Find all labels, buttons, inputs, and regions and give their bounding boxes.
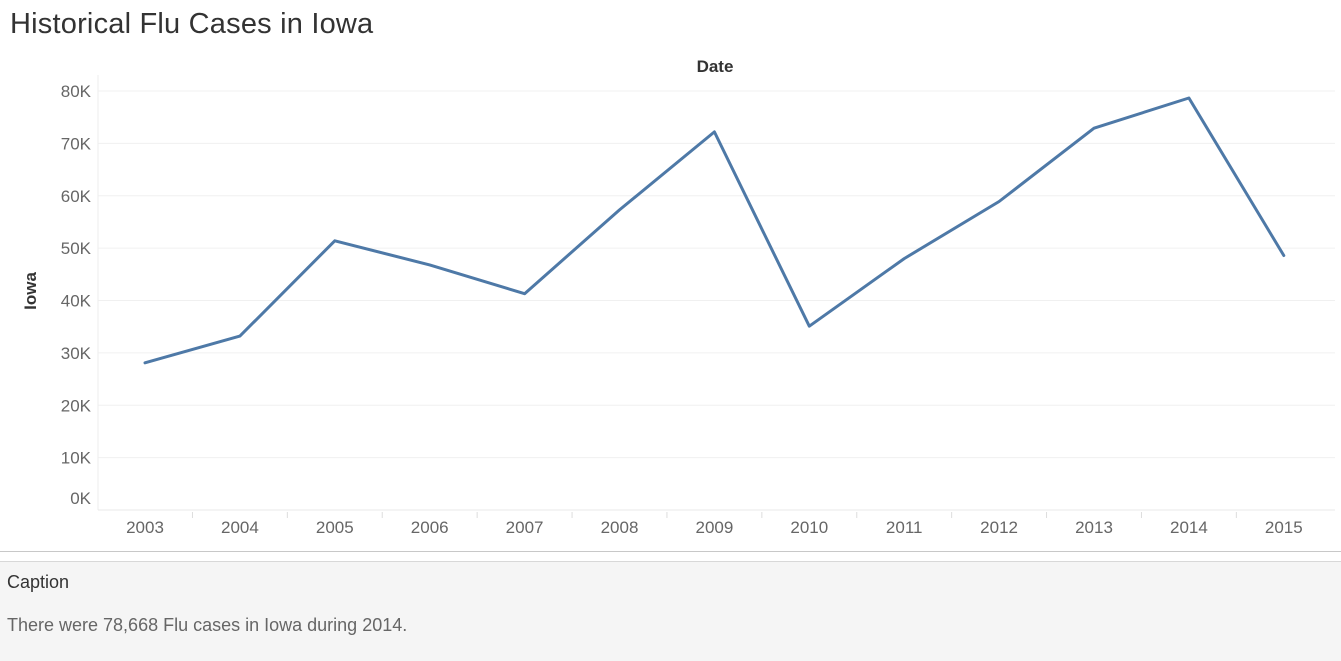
data-point-2009[interactable] — [708, 126, 720, 138]
data-point-2004[interactable] — [234, 330, 246, 342]
data-points — [139, 92, 1290, 369]
x-tick-label: 2003 — [126, 518, 164, 537]
x-tick-label: 2015 — [1265, 518, 1303, 537]
x-axis-title: Date — [697, 57, 734, 76]
x-tick-label: 2012 — [980, 518, 1018, 537]
data-point-2005[interactable] — [329, 235, 341, 247]
series-line-iowa[interactable] — [143, 96, 1286, 365]
data-point-2003[interactable] — [139, 357, 151, 369]
data-point-2011[interactable] — [898, 253, 910, 265]
x-tick-label: 2005 — [316, 518, 354, 537]
x-tick-label: 2011 — [886, 518, 923, 537]
data-point-2007[interactable] — [519, 288, 531, 300]
y-tick-label: 10K — [61, 449, 92, 468]
data-point-2008[interactable] — [614, 204, 626, 216]
x-tick-label: 2007 — [506, 518, 544, 537]
data-point-2013[interactable] — [1088, 122, 1100, 134]
gridlines — [98, 90, 1335, 459]
y-tick-label: 60K — [61, 187, 92, 206]
data-point-2015[interactable] — [1278, 249, 1290, 261]
x-tick-label: 2004 — [221, 518, 259, 537]
y-axis-ticks: 0K 10K 20K 30K 40K 50K 60K 70K 80K — [61, 82, 92, 508]
caption-panel: Caption There were 78,668 Flu cases in I… — [0, 551, 1341, 661]
y-tick-label: 70K — [61, 134, 92, 153]
data-point-2006[interactable] — [424, 259, 436, 271]
caption-text: There were 78,668 Flu cases in Iowa duri… — [7, 615, 408, 635]
data-point-2010[interactable] — [803, 320, 815, 332]
caption-label: Caption — [7, 572, 70, 592]
data-point-2012[interactable] — [993, 196, 1005, 208]
x-tick-label: 2009 — [695, 518, 733, 537]
y-axis-title: Iowa — [21, 272, 40, 310]
x-axis-ticks: 2003 2004 2005 2006 2007 2008 2009 2010 2011 2012… — [126, 512, 1303, 537]
page-title: Historical Flu Cases in Iowa — [10, 8, 374, 40]
y-tick-label: 40K — [61, 292, 92, 311]
x-tick-label: 2006 — [411, 518, 449, 537]
y-tick-label: 20K — [61, 396, 92, 415]
data-point-2014[interactable] — [1183, 92, 1195, 104]
y-tick-label: 0K — [70, 489, 91, 508]
y-tick-label: 30K — [61, 344, 92, 363]
x-tick-label: 2010 — [790, 518, 828, 537]
x-tick-label: 2014 — [1170, 518, 1208, 537]
y-tick-label: 50K — [61, 239, 92, 258]
x-tick-label: 2008 — [601, 518, 639, 537]
y-tick-label: 80K — [61, 82, 92, 101]
x-tick-label: 2013 — [1075, 518, 1113, 537]
